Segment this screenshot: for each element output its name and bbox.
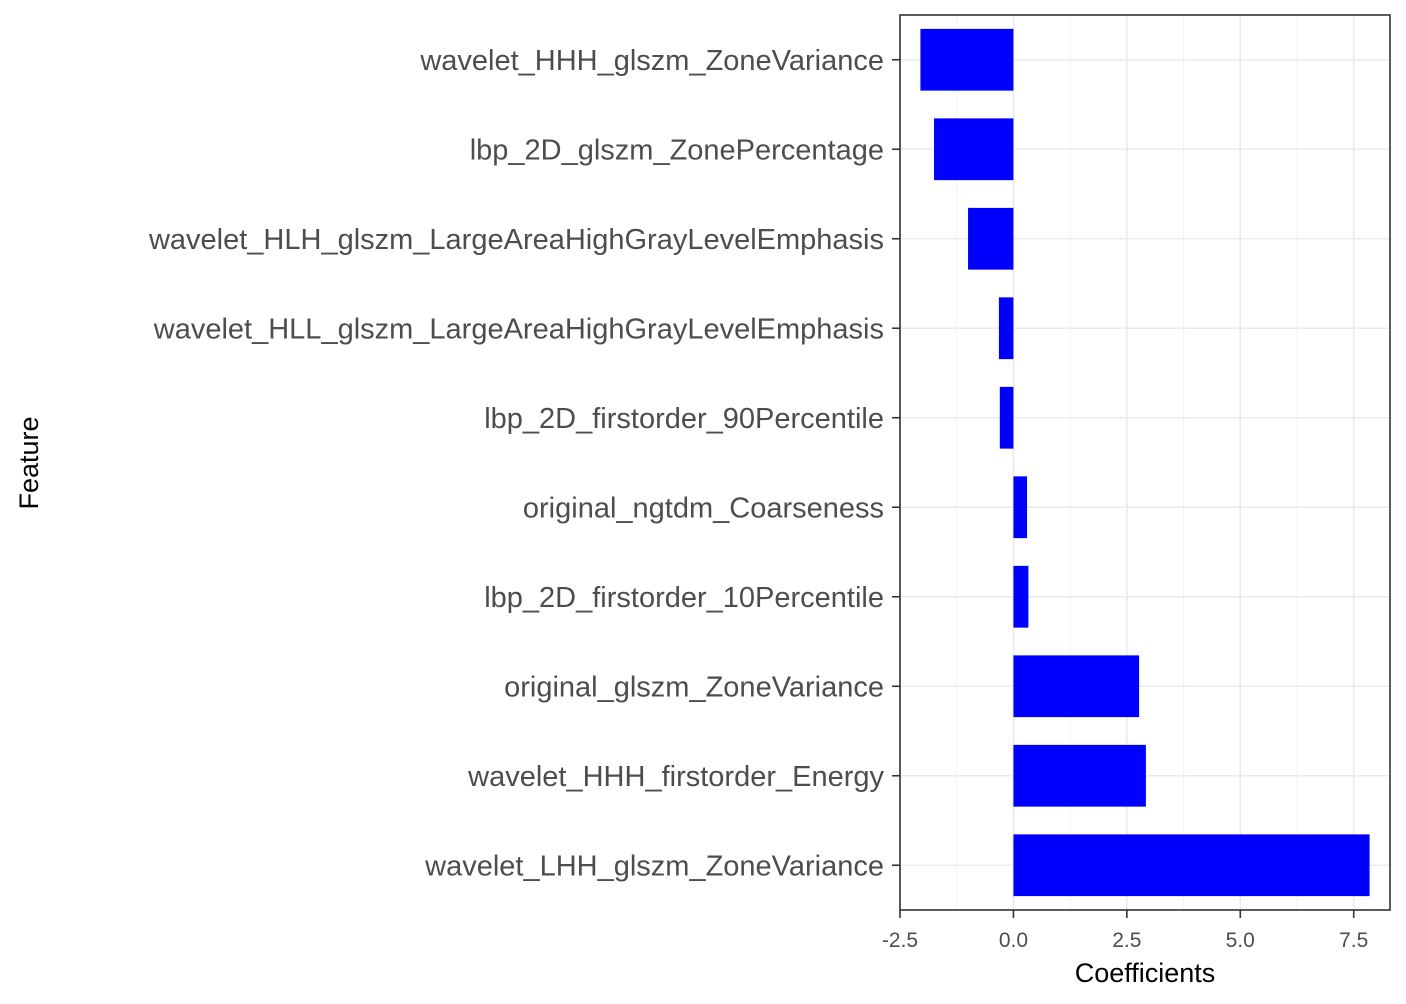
- bar-original_ngtdm_Coarseness: [1013, 476, 1028, 539]
- bars: [920, 28, 1370, 897]
- y-axis-ticks: wavelet_HHH_glszm_ZoneVariance lbp_2D_gls…: [148, 45, 900, 882]
- y-tick-label: wavelet_HLL_glszm_LargeAreaHighGrayLevel…: [153, 313, 884, 345]
- bar-wavelet_LHH_glszm_ZoneVariance: [1013, 834, 1370, 897]
- bar-original_glszm_ZoneVariance: [1013, 655, 1140, 718]
- panel-border: [899, 14, 1391, 911]
- y-axis-title: Feature: [14, 416, 44, 509]
- x-tick-label: 2.5: [1112, 929, 1141, 952]
- x-tick-label: -2.5: [882, 929, 918, 952]
- x-axis-ticks: -2.5 0.0 2.5 5.0 7.5: [882, 910, 1368, 952]
- y-tick-label: wavelet_HHH_glszm_ZoneVariance: [419, 45, 884, 77]
- bar-lbp_2D_firstorder_90Percentile: [999, 386, 1014, 449]
- y-tick-label: lbp_2D_glszm_ZonePercentage: [470, 134, 884, 166]
- x-tick-label: 0.0: [999, 929, 1028, 952]
- y-tick-label: wavelet_HHH_firstorder_Energy: [467, 761, 884, 793]
- x-tick-label: 5.0: [1226, 929, 1255, 952]
- y-tick-label: wavelet_HLH_glszm_LargeAreaHighGrayLevel…: [148, 224, 884, 256]
- bar-lbp_2D_firstorder_10Percentile: [1013, 565, 1029, 628]
- bar-wavelet_HLL_glszm_LargeAreaHighGrayLevelEmphasis: [998, 297, 1014, 360]
- y-tick-label: lbp_2D_firstorder_10Percentile: [484, 582, 884, 614]
- bar-wavelet_HHH_firstorder_Energy: [1013, 744, 1146, 807]
- bar-lbp_2D_glszm_ZonePercentage: [934, 118, 1014, 181]
- y-tick-label: original_glszm_ZoneVariance: [504, 671, 884, 703]
- y-tick-label: lbp_2D_firstorder_90Percentile: [484, 403, 884, 435]
- x-axis-title: Coefficients: [1075, 958, 1216, 988]
- x-tick-label: 7.5: [1339, 929, 1368, 952]
- y-tick-label: original_ngtdm_Coarseness: [523, 492, 884, 524]
- bar-wavelet_HHH_glszm_ZoneVariance: [920, 28, 1014, 91]
- y-tick-label: wavelet_LHH_glszm_ZoneVariance: [424, 850, 884, 882]
- bar-wavelet_HLH_glszm_LargeAreaHighGrayLevelEmphasis: [968, 207, 1014, 270]
